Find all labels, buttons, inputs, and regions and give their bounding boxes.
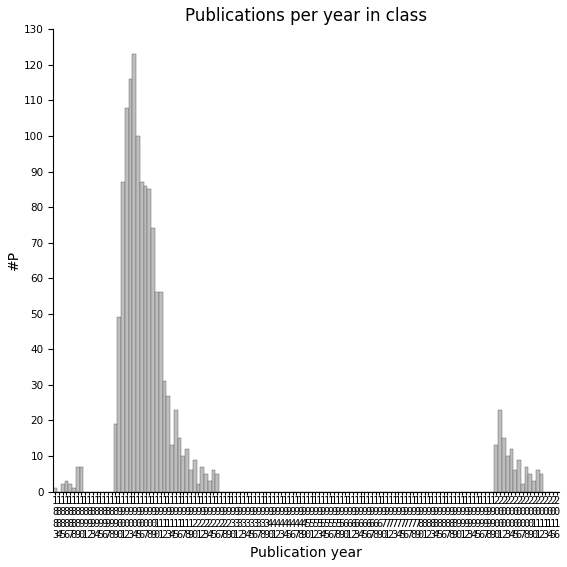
Bar [174, 410, 177, 492]
Bar [76, 467, 79, 492]
Bar [215, 474, 219, 492]
Bar [200, 467, 204, 492]
Bar [513, 470, 517, 492]
Bar [540, 474, 544, 492]
Bar [517, 459, 521, 492]
Bar [211, 470, 215, 492]
Bar [177, 438, 181, 492]
Bar [143, 186, 147, 492]
Bar [197, 484, 200, 492]
Bar [72, 488, 76, 492]
Bar [536, 470, 540, 492]
Bar [498, 410, 502, 492]
Bar [121, 182, 125, 492]
Bar [506, 456, 510, 492]
Bar [155, 293, 159, 492]
Bar [170, 445, 174, 492]
Bar [147, 189, 151, 492]
Bar [528, 474, 532, 492]
Bar [502, 438, 506, 492]
Bar [140, 182, 143, 492]
Title: Publications per year in class: Publications per year in class [185, 7, 427, 25]
Bar [79, 467, 83, 492]
Bar [510, 449, 513, 492]
Bar [133, 54, 136, 492]
Bar [189, 470, 193, 492]
Bar [532, 481, 536, 492]
X-axis label: Publication year: Publication year [250, 546, 362, 560]
Bar [61, 484, 65, 492]
Bar [208, 481, 211, 492]
Bar [181, 456, 185, 492]
Bar [163, 381, 166, 492]
Bar [193, 459, 197, 492]
Bar [185, 449, 189, 492]
Bar [53, 488, 57, 492]
Bar [136, 136, 140, 492]
Bar [113, 424, 117, 492]
Bar [166, 396, 170, 492]
Bar [524, 467, 528, 492]
Bar [151, 229, 155, 492]
Bar [65, 481, 68, 492]
Bar [204, 474, 208, 492]
Y-axis label: #P: #P [7, 251, 21, 270]
Bar [159, 293, 163, 492]
Bar [494, 445, 498, 492]
Bar [68, 484, 72, 492]
Bar [117, 318, 121, 492]
Bar [129, 79, 133, 492]
Bar [125, 108, 129, 492]
Bar [521, 484, 524, 492]
